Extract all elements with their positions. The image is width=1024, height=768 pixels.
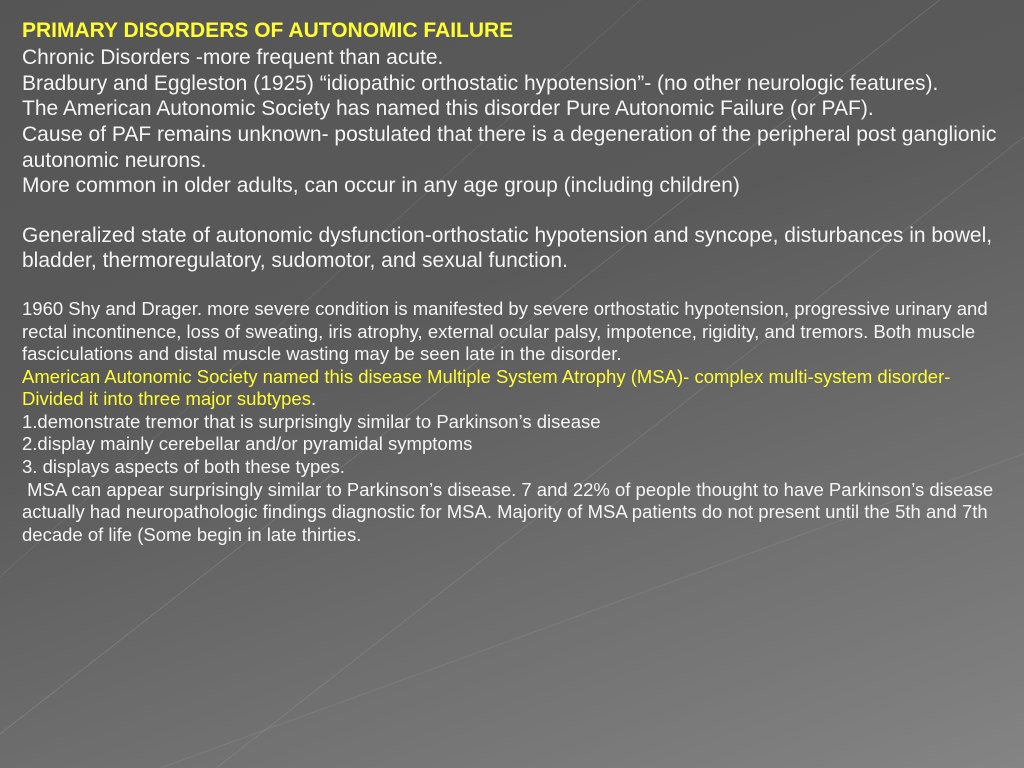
subtypes-label: Divided it into three major subtypes (22, 388, 311, 409)
paragraph-chronic: Chronic Disorders -more frequent than ac… (22, 45, 1000, 71)
paragraph-shy-drager: 1960 Shy and Drager. more severe conditi… (22, 298, 1000, 366)
paragraph-subtypes-intro: Divided it into three major subtypes. (22, 388, 1000, 411)
paragraph-generalized: Generalized state of autonomic dysfuncti… (22, 223, 1000, 274)
subtypes-period: . (311, 388, 316, 409)
paragraph-msa-name: American Autonomic Society named this di… (22, 366, 1000, 389)
paragraph-subtype-3: 3. displays aspects of both these types. (22, 456, 1000, 479)
slide-content: PRIMARY DISORDERS OF AUTONOMIC FAILURE C… (0, 0, 1024, 768)
paragraph-bradbury: Bradbury and Eggleston (1925) “idiopathi… (22, 71, 1000, 97)
slide-title: PRIMARY DISORDERS OF AUTONOMIC FAILURE (22, 18, 1000, 43)
paragraph-older-adults: More common in older adults, can occur i… (22, 173, 1000, 199)
paragraph-msa-parkinson: MSA can appear surprisingly similar to P… (22, 479, 1000, 547)
paragraph-paf-cause: Cause of PAF remains unknown- postulated… (22, 122, 1000, 173)
paragraph-subtype-2: 2.display mainly cerebellar and/or pyram… (22, 433, 1000, 456)
paragraph-paf-name: The American Autonomic Society has named… (22, 96, 1000, 122)
paragraph-subtype-1: 1.demonstrate tremor that is surprisingl… (22, 411, 1000, 434)
